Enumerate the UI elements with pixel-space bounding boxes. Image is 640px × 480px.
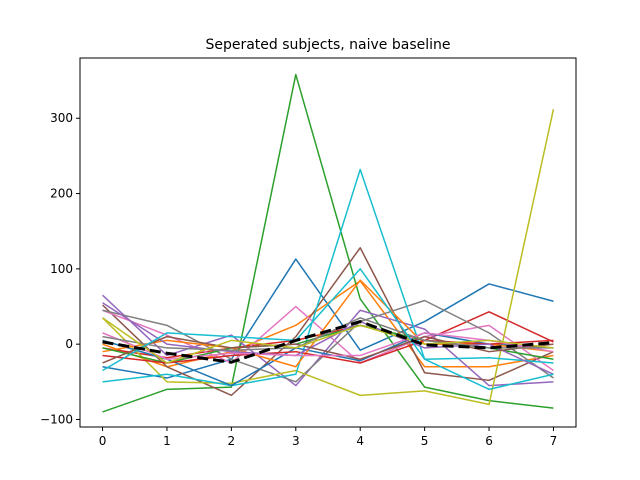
series-line-20 bbox=[102, 268, 554, 391]
y-tick-label: 100 bbox=[50, 262, 73, 276]
series-line-17 bbox=[102, 332, 554, 360]
series-line-6 bbox=[102, 247, 554, 397]
x-tick-label: 5 bbox=[421, 434, 429, 448]
x-tick-label: 3 bbox=[292, 434, 300, 448]
y-tick-label: −100 bbox=[40, 412, 73, 426]
series-line-9 bbox=[102, 109, 555, 406]
series-line-5 bbox=[102, 294, 554, 387]
x-tick-label: 2 bbox=[228, 434, 236, 448]
series-line-19 bbox=[102, 317, 554, 364]
series-line-15 bbox=[102, 302, 554, 375]
series-line-baseline bbox=[102, 320, 554, 364]
series-group bbox=[102, 73, 555, 413]
x-tick-label: 1 bbox=[163, 434, 171, 448]
x-tick-label: 0 bbox=[99, 434, 107, 448]
series-line-10 bbox=[102, 168, 554, 387]
series-line-16 bbox=[102, 335, 554, 364]
series-line-14 bbox=[102, 339, 554, 364]
x-tick-label: 4 bbox=[356, 434, 364, 448]
x-tick-label: 7 bbox=[550, 434, 558, 448]
series-line-11 bbox=[102, 332, 554, 387]
series-line-3 bbox=[102, 73, 554, 413]
axes-frame bbox=[79, 57, 577, 428]
x-tick-label: 6 bbox=[485, 434, 493, 448]
axes-group: 0 1 2 3 4 5 6 7 −100 0 100 200 300 bbox=[40, 57, 577, 448]
y-tick-label: 0 bbox=[65, 337, 73, 351]
y-tick-label: 300 bbox=[50, 111, 73, 125]
chart-title: Seperated subjects, naive baseline bbox=[205, 37, 450, 53]
y-tick-label: 200 bbox=[50, 187, 73, 201]
